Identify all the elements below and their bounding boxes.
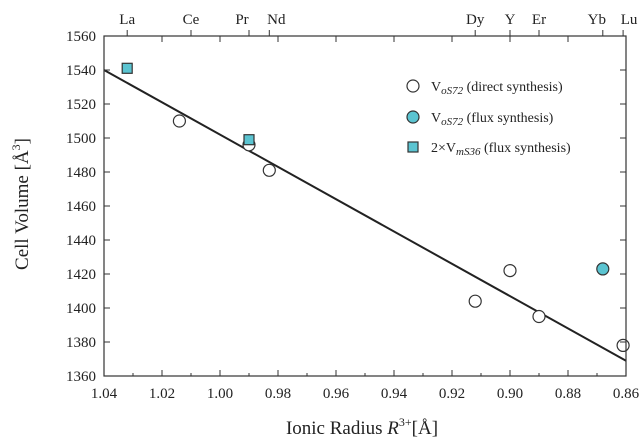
- y-tick-label: 1560: [66, 29, 96, 45]
- element-label: Nd: [267, 12, 286, 28]
- element-label: Y: [505, 12, 516, 28]
- element-label: Ce: [183, 12, 200, 28]
- axes: 1.04 1.02 1.00 0.98 0.96 0.94 0.92 0.90 0.88 0.86…: [66, 12, 640, 402]
- data-point-open: [503, 264, 517, 278]
- y-tick-label: 1440: [66, 233, 96, 249]
- data-point-filled: [596, 262, 610, 276]
- legend-label-flux: VoS72 (flux synthesis): [431, 111, 554, 128]
- element-label: Er: [532, 12, 546, 28]
- legend-label-ms36: 2×VmS36 (flux synthesis): [431, 141, 571, 158]
- data-point-open: [532, 309, 546, 324]
- x-axis-title: Ionic Radius R3+[Å]: [286, 415, 438, 439]
- y-tick-label: 1380: [66, 335, 96, 351]
- x-tick-label: 1.02: [149, 386, 175, 402]
- data-point-open: [262, 163, 276, 177]
- x-tick-label: 0.94: [381, 386, 408, 402]
- legend-item-direct: VoS72 (direct synthesis): [406, 79, 563, 97]
- legend-marker-direct: [406, 79, 420, 93]
- y-tick-label: 1420: [66, 267, 96, 283]
- x-tick-label: 0.96: [323, 386, 350, 402]
- x-tick-label: 0.90: [497, 386, 523, 402]
- legend-label-direct: VoS72 (direct synthesis): [431, 80, 563, 97]
- data-point-open: [172, 114, 186, 128]
- data-point-square: [121, 62, 133, 74]
- data-point-square: [243, 134, 255, 146]
- data-point-open: [468, 294, 482, 308]
- element-label: Dy: [466, 12, 485, 28]
- x-tick-label: 0.86: [613, 386, 640, 402]
- x-tick-label: 0.92: [439, 386, 465, 402]
- plot-area: [103, 62, 630, 362]
- y-tick-label: 1540: [66, 63, 96, 79]
- element-label: La: [119, 12, 135, 28]
- element-label: Lu: [621, 12, 638, 28]
- element-label: Yb: [588, 12, 606, 28]
- y-tick-label: 1480: [66, 165, 96, 181]
- y-tick-label: 1520: [66, 97, 96, 113]
- y-tick-label: 1500: [66, 131, 96, 147]
- x-tick-label: 0.98: [265, 386, 291, 402]
- legend-marker-flux: [406, 110, 420, 124]
- y-tick-label: 1460: [66, 199, 96, 215]
- legend: VoS72 (direct synthesis) VoS72 (flux syn…: [406, 79, 571, 158]
- x-tick-label: 1.00: [207, 386, 233, 402]
- y-tick-label: 1400: [66, 301, 96, 317]
- y-tick-label: 1360: [66, 369, 96, 385]
- legend-marker-ms36: [407, 141, 419, 153]
- legend-item-flux: VoS72 (flux synthesis): [406, 110, 554, 128]
- x-tick-label: 0.88: [555, 386, 581, 402]
- legend-item-ms36: 2×VmS36 (flux synthesis): [407, 141, 571, 158]
- data-point-open: [616, 338, 630, 352]
- y-axis-title: Cell Volume [Å3]: [9, 138, 33, 270]
- x-tick-label: 1.04: [91, 386, 118, 402]
- element-label: Pr: [235, 12, 248, 28]
